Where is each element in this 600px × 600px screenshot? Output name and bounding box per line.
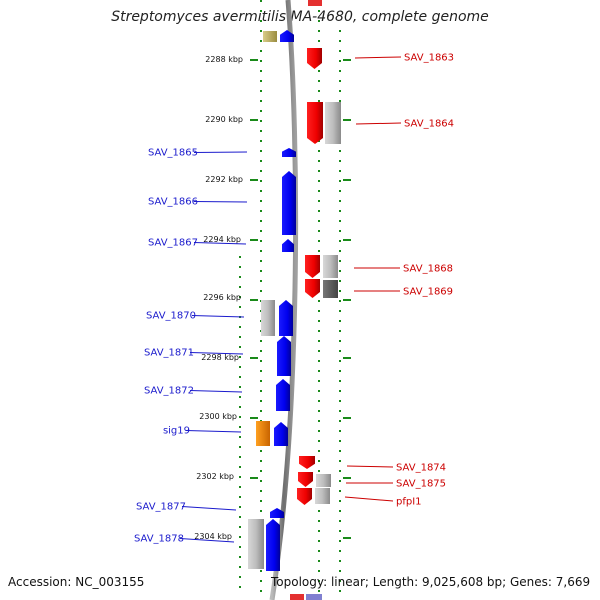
forward-gene-arrow [305, 279, 320, 298]
genome-title: Streptomyces avermitilis MA-4680, comple… [111, 9, 489, 25]
reverse-gene-arrow [276, 379, 290, 411]
reverse-gene-leader [193, 242, 247, 245]
forward-gene-label: SAV_1869 [403, 287, 453, 298]
forward-gene-leader [354, 56, 402, 59]
reverse-gene-arrow [277, 336, 291, 376]
ruler-label: 2294 kbp [203, 235, 241, 244]
backbone-line [269, 0, 299, 600]
reverse-gene-leader [185, 430, 242, 433]
reverse-gene-arrow [282, 171, 296, 235]
reverse-gene-label: SAV_1867 [148, 238, 198, 249]
ruler-label: 2298 kbp [201, 353, 239, 362]
reverse-gene-leader [193, 151, 248, 153]
reverse-gene-label: sig19 [163, 426, 190, 437]
forward-gene-arrow [297, 488, 312, 505]
ruler-label: 2292 kbp [205, 175, 243, 184]
reverse-gene-arrow [274, 422, 288, 446]
cog-box [323, 280, 338, 298]
cog-box [323, 255, 338, 278]
forward-gene-arrow [307, 48, 322, 69]
ruler-label: 2296 kbp [203, 293, 241, 302]
forward-gene-label: SAV_1863 [404, 53, 454, 64]
reverse-gene-label: SAV_1871 [144, 348, 194, 359]
ruler-label: 2304 kbp [194, 532, 232, 541]
forward-gene-arrow [299, 456, 315, 469]
kbp-ruler: 2288 kbp 2290 kbp 2292 kbp 2294 kbp 2296 kbp… [194, 55, 243, 541]
cog-box [261, 300, 275, 336]
forward-gene-arrow [307, 102, 323, 144]
reverse-gene-label: SAV_1878 [134, 534, 184, 545]
gene-labels: SAV_1865 SAV_1866 SAV_1867 SAV_1870 SAV_1871… [134, 53, 454, 545]
gene-features [248, 30, 341, 571]
reverse-gene-label: SAV_1866 [148, 197, 198, 208]
cog-box [325, 102, 341, 144]
reverse-gene-leader [193, 201, 248, 203]
reverse-gene-label: SAV_1877 [136, 502, 186, 513]
backbone-top-segment [308, 0, 322, 6]
forward-gene-label: SAV_1874 [396, 463, 446, 474]
reverse-gene-arrow [282, 239, 294, 252]
reverse-gene-arrow [282, 148, 296, 157]
cog-box [316, 474, 331, 487]
backbone-bottom-segment [306, 594, 322, 600]
ruler-label: 2300 kbp [199, 412, 237, 421]
forward-gene-leader [344, 496, 394, 502]
reverse-gene-arrow [270, 508, 284, 518]
ruler-label: 2302 kbp [196, 472, 234, 481]
reverse-gene-leader [181, 506, 237, 511]
reverse-gene-leader [191, 315, 245, 318]
forward-gene-label: SAV_1864 [404, 119, 454, 130]
forward-gene-label: SAV_1868 [403, 264, 453, 275]
cog-box [263, 31, 277, 42]
forward-gene-label: pfpI1 [396, 497, 422, 508]
cog-box [256, 421, 270, 446]
ruler-label: 2288 kbp [205, 55, 243, 64]
reverse-gene-label: SAV_1865 [148, 148, 198, 159]
forward-gene-label: SAV_1875 [396, 479, 446, 490]
reverse-gene-arrow [280, 30, 294, 42]
reverse-gene-leader [189, 390, 243, 393]
cog-box [315, 488, 330, 504]
backbone-bottom-segment [290, 594, 304, 600]
reverse-gene-arrow [279, 300, 293, 336]
forward-gene-arrow [305, 255, 320, 278]
forward-gene-leader [346, 465, 394, 468]
reverse-gene-label: SAV_1872 [144, 386, 194, 397]
reverse-gene-label: SAV_1870 [146, 311, 196, 322]
accession-text: Accession: NC_003155 [8, 575, 145, 589]
reverse-gene-leader [189, 352, 244, 355]
cog-box [248, 519, 264, 569]
genome-backbone [269, 0, 322, 600]
reverse-gene-arrow [266, 519, 280, 571]
forward-gene-arrow [298, 472, 313, 487]
ruler-label: 2290 kbp [205, 115, 243, 124]
reverse-gene-leader [179, 538, 235, 543]
forward-gene-leader [355, 122, 402, 125]
genome-stats-text: Topology: linear; Length: 9,025,608 bp; … [271, 575, 591, 589]
